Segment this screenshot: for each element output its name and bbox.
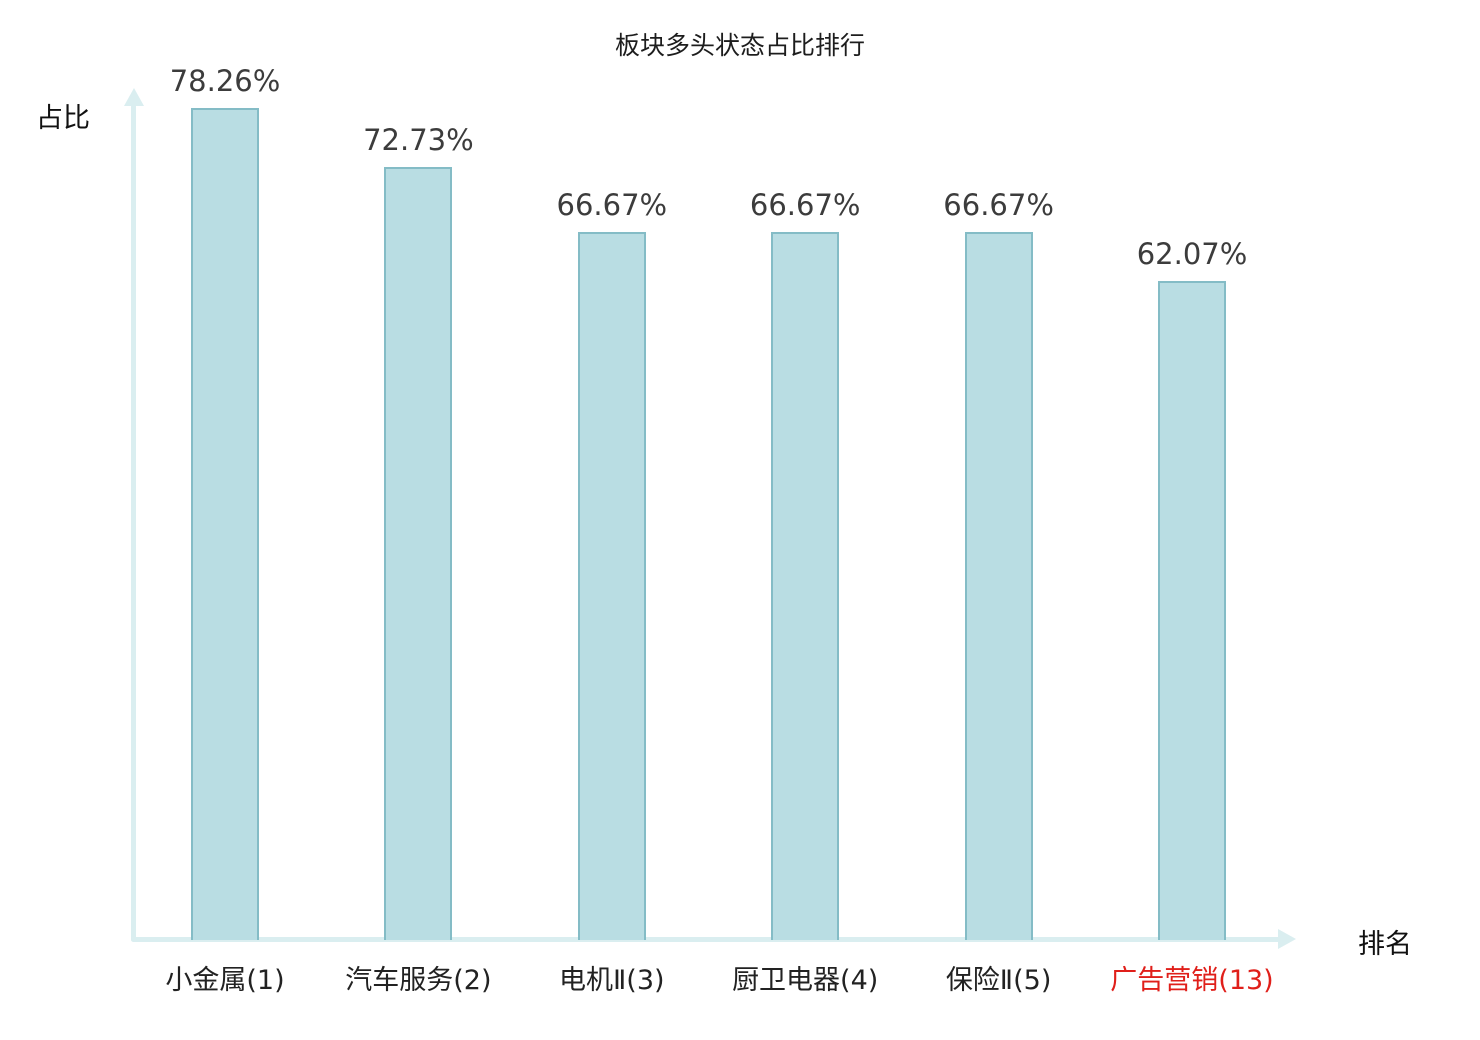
bar	[577, 231, 646, 940]
bar	[1158, 280, 1226, 940]
bar-value-label: 72.73%	[363, 123, 474, 158]
bar	[771, 231, 840, 940]
bar	[384, 167, 453, 940]
category-label: 小金属(1)	[165, 965, 285, 996]
bar-value-label: 78.26%	[169, 64, 281, 99]
bar-value-label: 62.07%	[1136, 236, 1248, 271]
chart-title: 板块多头状态占比排行	[614, 31, 865, 60]
y-axis-arrow-icon	[124, 88, 144, 106]
x-axis	[131, 937, 1283, 942]
x-axis-label: 排名	[1358, 929, 1412, 960]
y-axis-label: 占比	[36, 103, 90, 134]
bar	[964, 231, 1033, 940]
category-label: 保险Ⅱ(5)	[945, 965, 1052, 996]
category-label: 厨卫电器(4)	[732, 965, 879, 996]
category-label: 汽车服务(2)	[345, 965, 492, 996]
y-axis	[131, 104, 136, 942]
category-label: 广告营销(13)	[1110, 965, 1274, 996]
bar-value-label: 66.67%	[556, 187, 668, 222]
bar-value-label: 66.67%	[749, 187, 861, 222]
x-axis-arrow-icon	[1278, 929, 1296, 949]
category-label: 电机Ⅱ(3)	[559, 965, 665, 996]
bar	[191, 108, 259, 940]
bar-value-label: 66.67%	[943, 187, 1054, 222]
